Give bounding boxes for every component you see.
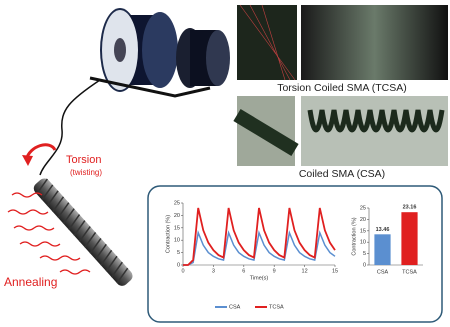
y-axis-label: Contraction (%) bbox=[351, 217, 357, 255]
chart-panel bbox=[147, 185, 443, 323]
y-tick-label: 20 bbox=[360, 217, 366, 223]
x-tick-label: 0 bbox=[181, 268, 184, 274]
y-tick-label: 5 bbox=[177, 250, 180, 256]
tcsa-photos bbox=[237, 4, 448, 81]
x-axis-label: Time(s) bbox=[250, 275, 269, 281]
x-tick-label: 15 bbox=[332, 268, 338, 274]
heat-waves bbox=[7, 192, 91, 275]
spool-photo bbox=[89, 8, 230, 98]
torsion-label: Torsion bbox=[66, 154, 101, 166]
y-tick-label: 5 bbox=[363, 251, 366, 257]
x-tick-label: 6 bbox=[242, 268, 245, 274]
x-tick-label: 3 bbox=[212, 268, 215, 274]
y-tick-label: 10 bbox=[174, 238, 180, 244]
caption: Torsion Coiled SMA (TCSA) bbox=[277, 82, 407, 94]
legend-label: TCSA bbox=[269, 304, 284, 310]
y-tick-label: 15 bbox=[360, 228, 366, 234]
value-label: 23.16 bbox=[403, 205, 417, 211]
y-tick-label: 15 bbox=[174, 225, 180, 231]
twisting-label: (twisting) bbox=[70, 168, 102, 177]
y-axis-label: Contraction (%) bbox=[165, 215, 171, 253]
legend-label: CSA bbox=[229, 304, 241, 310]
x-tick-label: 9 bbox=[273, 268, 276, 274]
arrow-head bbox=[22, 155, 33, 166]
csa-photos bbox=[233, 96, 448, 166]
line-series bbox=[183, 230, 336, 266]
y-tick-label: 0 bbox=[363, 262, 366, 268]
line-series bbox=[183, 207, 336, 266]
y-tick-label: 20 bbox=[174, 213, 180, 219]
x-tick-label: 12 bbox=[302, 268, 308, 274]
bar bbox=[374, 234, 391, 265]
value-label: 13.46 bbox=[376, 227, 390, 233]
y-tick-label: 25 bbox=[360, 205, 366, 211]
bar bbox=[401, 212, 418, 265]
y-tick-label: 10 bbox=[360, 240, 366, 246]
caption: Coiled SMA (CSA) bbox=[299, 168, 385, 180]
y-tick-label: 0 bbox=[177, 262, 180, 268]
x-tick-label: TCSA bbox=[402, 269, 417, 275]
x-tick-label: CSA bbox=[377, 269, 389, 275]
coiled-rod bbox=[33, 178, 133, 286]
y-tick-label: 25 bbox=[174, 200, 180, 206]
annealing-label: Annealing bbox=[4, 275, 57, 289]
wire bbox=[39, 79, 101, 176]
